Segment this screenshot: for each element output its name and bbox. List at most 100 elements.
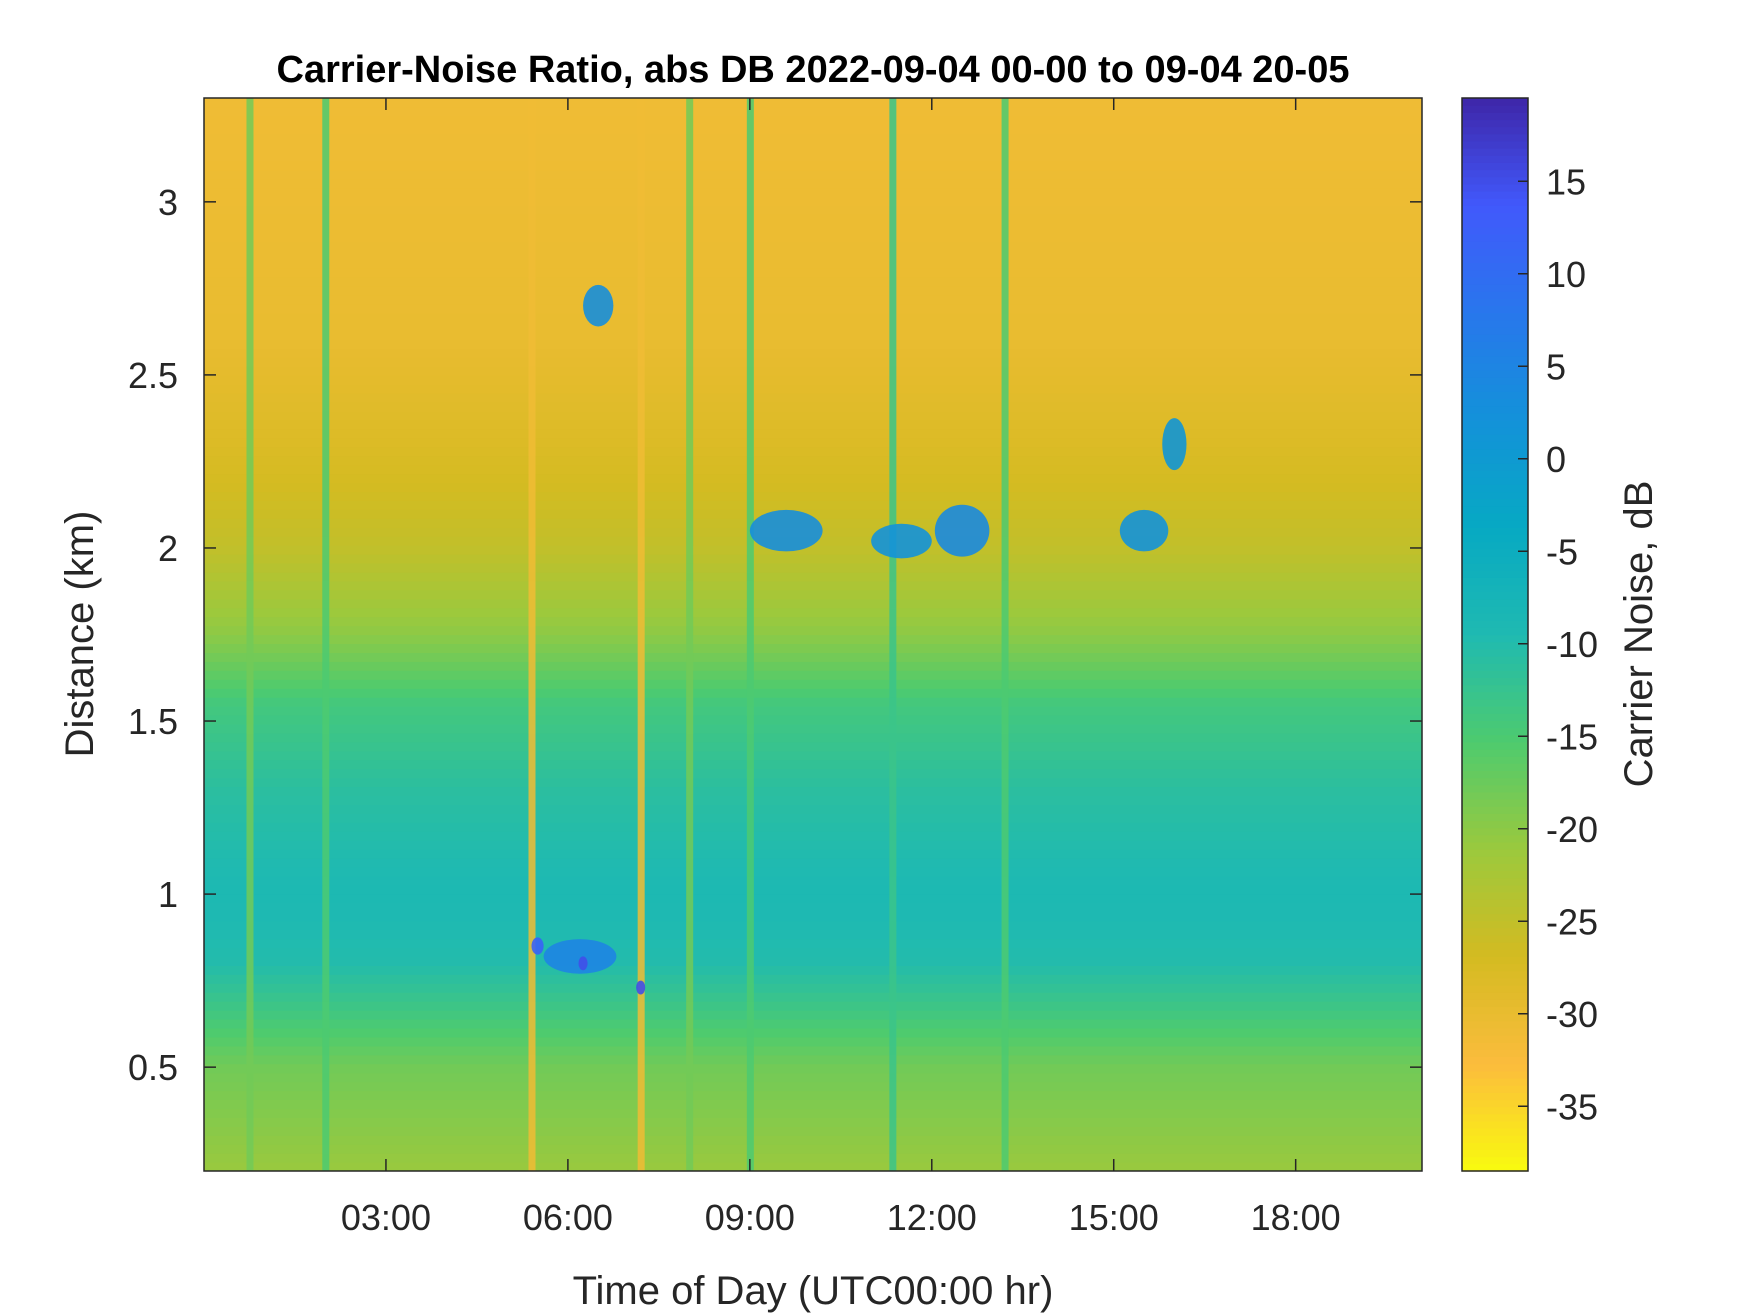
heatmap-cell (204, 1162, 1422, 1171)
colorbar-cell (1462, 591, 1528, 600)
heatmap-cell (204, 983, 1422, 993)
heatmap-cell (204, 509, 1422, 519)
heatmap-cell (204, 554, 1422, 564)
colorbar-cell (1462, 813, 1528, 822)
heatmap-cell (204, 1081, 1422, 1092)
heatmap-cell (204, 759, 1422, 770)
colorbar-cell (1462, 1020, 1528, 1029)
colorbar-cell (1462, 691, 1528, 700)
colorbar-cell (1462, 541, 1528, 550)
colorbar-cell (1462, 376, 1528, 385)
heatmap-cell (204, 160, 1422, 171)
x-tick-label: 12:00 (887, 1197, 977, 1238)
colorbar-cell (1462, 713, 1528, 721)
heatmap-cell (204, 241, 1422, 251)
heatmap-feature (1119, 509, 1169, 552)
colorbar-cell (1462, 849, 1528, 857)
colorbar-cell (1462, 1142, 1528, 1151)
y-tick-label: 3 (158, 182, 178, 223)
colorbar-cell (1462, 706, 1528, 714)
heatmap-cell (204, 402, 1422, 412)
heatmap-cell (204, 795, 1422, 805)
y-tick-label: 2 (158, 528, 178, 569)
colorbar-cell (1462, 491, 1528, 500)
colorbar-cell (1462, 427, 1528, 435)
colorbar-cell (1462, 169, 1528, 178)
colorbar-cell (1462, 291, 1528, 299)
colorbar-cell (1462, 1078, 1528, 1086)
colorbar-cell (1462, 162, 1528, 171)
colorbar-cell (1462, 942, 1528, 950)
heatmap-cell (204, 384, 1422, 394)
heatmap-cell (204, 1153, 1422, 1163)
heatmap-feature (583, 284, 614, 327)
heatmap-streak (322, 98, 330, 1171)
colorbar-cell (1462, 1035, 1528, 1043)
heatmap-cell (204, 697, 1422, 707)
colorbar-cell (1462, 670, 1528, 679)
heatmap-cell (204, 1144, 1422, 1154)
heatmap-cell (204, 258, 1422, 269)
heatmap-cell (204, 562, 1422, 573)
colorbar-tick-label: 0 (1546, 439, 1566, 480)
colorbar-cell (1462, 1063, 1528, 1072)
colorbar-cell (1462, 255, 1528, 264)
heatmap-cell (204, 813, 1422, 823)
colorbar-cell (1462, 577, 1528, 586)
colorbar-cell (1462, 1120, 1528, 1129)
heatmap-cell (204, 1063, 1422, 1074)
heatmap-cell (204, 428, 1422, 439)
y-tick-label: 2.5 (128, 355, 178, 396)
colorbar-cell (1462, 899, 1528, 907)
heatmap-cell (204, 777, 1422, 788)
heatmap-cell (204, 303, 1422, 314)
colorbar-cell (1462, 985, 1528, 993)
colorbar-cell (1462, 884, 1528, 893)
heatmap-cell (204, 214, 1422, 224)
heatmap-cell (204, 1072, 1422, 1083)
x-axis: 03:00 06:00 09:00 12:00 15:00 18:00 (341, 98, 1341, 1238)
heatmap-cell (204, 455, 1422, 466)
colorbar-cell (1462, 934, 1528, 943)
colorbar-cell (1462, 756, 1528, 764)
heatmap-cell (204, 956, 1422, 966)
colorbar-cell (1462, 1056, 1528, 1065)
colorbar-cell (1462, 720, 1528, 729)
heatmap-cell (204, 482, 1422, 493)
heatmap-streak (686, 98, 694, 1171)
x-tick-label: 18:00 (1251, 1197, 1341, 1238)
heatmap-cell (204, 858, 1422, 868)
colorbar-cell (1462, 999, 1528, 1008)
colorbar-cell (1462, 791, 1528, 800)
colorbar-cell (1462, 555, 1528, 564)
heatmap-cell (204, 643, 1422, 653)
heatmap-feature (531, 937, 544, 955)
colorbar-cell (1462, 205, 1528, 214)
colorbar-cell (1462, 262, 1528, 271)
colorbar-cell (1462, 405, 1528, 414)
heatmap-cell (204, 1018, 1422, 1029)
colorbar-label: Carrier Noise, dB (1617, 481, 1661, 788)
colorbar-cell (1462, 1027, 1528, 1036)
y-tick-label: 0.5 (128, 1047, 178, 1088)
colorbar-cell (1462, 183, 1528, 192)
plot-frame (203, 97, 1423, 1172)
colorbar-cell (1462, 276, 1528, 285)
heatmap-cell (204, 965, 1422, 975)
heatmap-cell (204, 410, 1422, 421)
colorbar-tick-label: -10 (1546, 624, 1598, 665)
heatmap-streak (889, 98, 897, 1171)
colorbar-cell (1462, 927, 1528, 936)
heatmap-area (204, 98, 1422, 1171)
colorbar-cell (1462, 298, 1528, 307)
colorbar-cell (1462, 841, 1528, 850)
heatmap-cell (204, 151, 1422, 162)
colorbar-cell (1462, 892, 1528, 900)
heatmap-cell (204, 500, 1422, 510)
colorbar-cell (1462, 1163, 1528, 1172)
colorbar-cell (1462, 655, 1528, 664)
heatmap-cell (204, 750, 1422, 761)
colorbar-cell (1462, 1128, 1528, 1136)
heatmap-cell (204, 294, 1422, 305)
